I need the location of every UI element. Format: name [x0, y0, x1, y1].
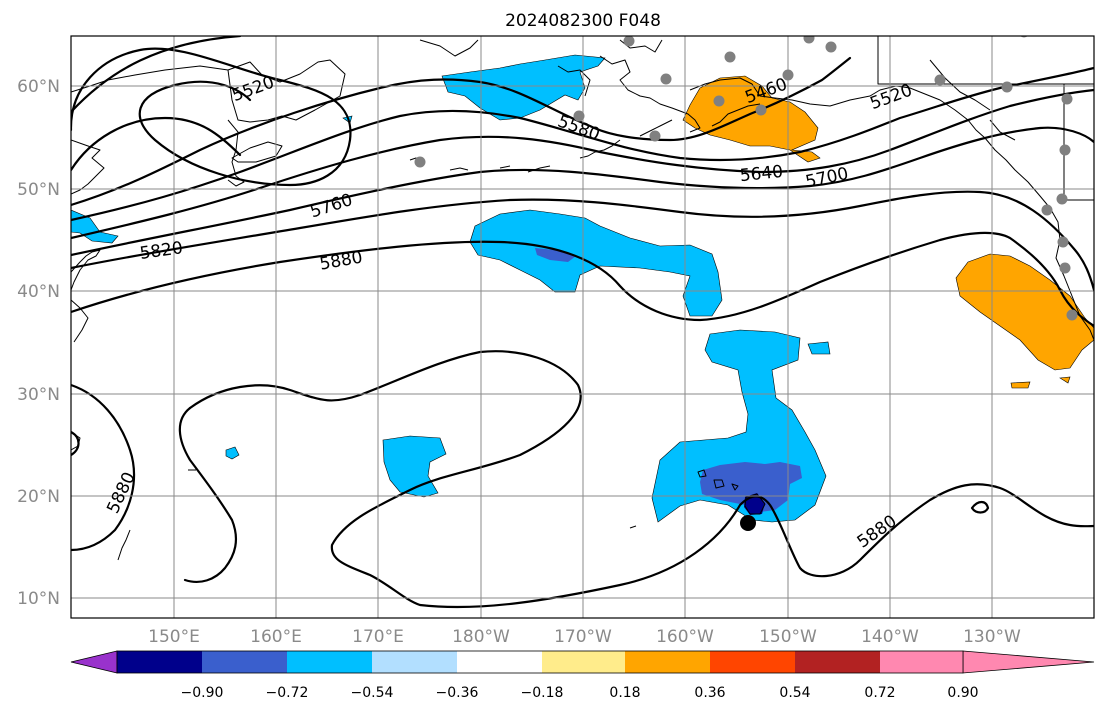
- colorbar-tick-label: −0.54: [351, 685, 394, 701]
- station-marker: [713, 95, 725, 107]
- station-marker: [1057, 236, 1069, 248]
- station-marker: [782, 69, 794, 81]
- station-marker: [1056, 193, 1068, 205]
- colorbar-segment: [795, 651, 880, 673]
- longitude-labels: 150°E 160°E 170°E 180°W 170°W 160°W 150°…: [148, 627, 1021, 647]
- lon-label: 130°W: [963, 627, 1021, 647]
- lat-label: 10°N: [17, 589, 60, 609]
- station-marker: [755, 104, 767, 116]
- colorbar-segment: [202, 651, 287, 673]
- map-title: 2024082300 F048: [505, 11, 661, 31]
- station-marker: [825, 41, 837, 53]
- station-marker: [724, 51, 736, 63]
- station-marker: [414, 156, 426, 168]
- station-marker: [1041, 204, 1053, 216]
- colorbar-tick-label: 0.36: [694, 685, 725, 701]
- map-area: 5520 5580 5460 5520 5640 5700 5760 5820 …: [71, 36, 1094, 618]
- lat-label: 30°N: [17, 385, 60, 405]
- lon-label: 160°E: [250, 627, 302, 647]
- colorbar-segment: [542, 651, 625, 673]
- colorbar-tick-label: 0.90: [947, 685, 978, 701]
- colorbar-tick-label: 0.72: [864, 685, 895, 701]
- colorbar-segment: [625, 651, 710, 673]
- station-marker: [623, 36, 635, 47]
- colorbar-right-extension: [962, 650, 1095, 674]
- station-marker: [660, 73, 672, 85]
- station-marker: [1061, 93, 1073, 105]
- latitude-labels: 60°N 50°N 40°N 30°N 20°N 10°N: [17, 77, 60, 609]
- lon-label: 150°E: [148, 627, 200, 647]
- colorbar-segment: [372, 651, 457, 673]
- station-marker: [1066, 309, 1078, 321]
- station-markers: [414, 36, 1078, 321]
- colorbar-segment: [117, 651, 202, 673]
- station-marker: [803, 36, 815, 44]
- colorbar-tick-label: −0.36: [436, 685, 479, 701]
- station-marker: [934, 74, 946, 86]
- colorbar-tick-labels: −0.90 −0.72 −0.54 −0.36 −0.18 0.18 0.36 …: [181, 685, 979, 701]
- colorbar-tick-label: −0.18: [521, 685, 564, 701]
- lon-label: 170°W: [554, 627, 612, 647]
- colorbar-segment: [457, 651, 542, 673]
- colorbar-segment: [880, 651, 963, 673]
- storm-center-marker: [740, 515, 756, 531]
- colorbar-tick-label: 0.54: [779, 685, 810, 701]
- colorbar: −0.90 −0.72 −0.54 −0.36 −0.18 0.18 0.36 …: [70, 650, 1095, 701]
- lon-label: 170°E: [352, 627, 404, 647]
- lat-label: 60°N: [17, 77, 60, 97]
- station-marker: [1001, 81, 1013, 93]
- lon-label: 180°W: [452, 627, 510, 647]
- contour-label: 5640: [739, 162, 784, 186]
- station-marker: [1059, 144, 1071, 156]
- lon-label: 160°W: [656, 627, 714, 647]
- lat-lon-grid: [71, 36, 1094, 618]
- station-marker: [649, 130, 661, 142]
- station-marker: [1059, 262, 1071, 274]
- height-contours: [71, 36, 1094, 609]
- map-frame: [70, 35, 1095, 619]
- colorbar-outline: [116, 650, 964, 674]
- lat-label: 20°N: [17, 487, 60, 507]
- colorbar-tick-label: −0.90: [181, 685, 224, 701]
- lon-label: 140°W: [861, 627, 919, 647]
- lat-label: 50°N: [17, 180, 60, 200]
- colorbar-segment: [710, 651, 795, 673]
- station-marker: [573, 110, 585, 122]
- colorbar-tick-label: −0.72: [266, 685, 309, 701]
- colorbar-left-extension: [70, 650, 118, 674]
- colorbar-tick-label: 0.18: [609, 685, 640, 701]
- colorbar-segment: [287, 651, 372, 673]
- negative-anomaly-fills: [71, 54, 831, 523]
- lon-label: 150°W: [759, 627, 817, 647]
- lat-label: 40°N: [17, 282, 60, 302]
